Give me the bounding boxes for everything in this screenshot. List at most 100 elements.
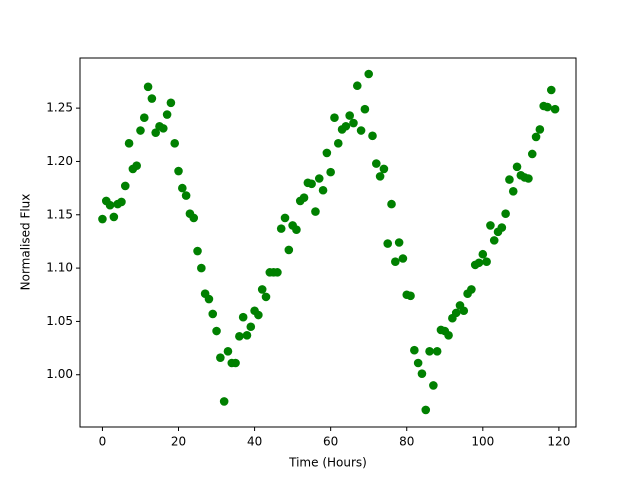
scatter-point [398, 254, 408, 263]
scatter-point [352, 81, 362, 91]
scatter-point [139, 113, 149, 123]
scatter-point [432, 346, 442, 356]
y-tick-label: 1.25 [46, 101, 73, 115]
scatter-point [181, 191, 191, 200]
scatter-point [421, 405, 431, 415]
scatter-point [151, 128, 160, 137]
x-tick-label: 100 [471, 435, 494, 449]
scatter-point [375, 172, 385, 181]
scatter-point [98, 214, 107, 224]
x-axis-label: Time (Hours) [288, 456, 367, 470]
scatter-point [132, 161, 141, 171]
scatter-point [322, 148, 332, 158]
x-tick-label: 60 [323, 435, 338, 449]
scatter-point [372, 159, 381, 168]
scatter-point [238, 312, 248, 322]
scatter-point [162, 110, 172, 119]
scatter-point [257, 285, 267, 294]
scatter-point [330, 113, 339, 123]
x-tick-label: 0 [99, 435, 107, 449]
scatter-point [147, 94, 157, 103]
scatter-point [546, 85, 556, 95]
scatter-point [242, 330, 252, 340]
scatter-point [299, 193, 309, 203]
scatter-point [474, 258, 484, 268]
scatter-point [345, 111, 354, 120]
scatter-point [535, 125, 545, 134]
scatter-point [444, 330, 453, 340]
scatter-point [467, 285, 476, 294]
scatter-point [333, 139, 343, 148]
y-tick-label: 1.15 [46, 207, 73, 221]
scatter-point [410, 345, 419, 355]
y-tick-label: 1.00 [46, 367, 73, 381]
scatter-point [109, 212, 119, 222]
scatter-point [406, 291, 415, 301]
scatter-point [254, 310, 263, 320]
scatter-point [307, 179, 316, 189]
y-axis-label: Normalised Flux [19, 194, 33, 291]
scatter-point [486, 221, 495, 230]
scatter-point [204, 294, 214, 304]
scatter-point [212, 326, 221, 336]
scatter-point [391, 257, 400, 266]
scatter-point [292, 225, 301, 235]
scatter-point [284, 245, 294, 255]
scatter-point [197, 263, 206, 273]
scatter-point [311, 207, 320, 216]
scatter-point [387, 199, 396, 209]
scatter-point [368, 131, 377, 141]
scatter-point [527, 149, 537, 159]
scatter-point [208, 309, 218, 319]
scatter-point [489, 236, 499, 245]
x-tick-label: 20 [171, 435, 186, 449]
scatter-point [219, 397, 229, 406]
x-tick-label: 80 [399, 435, 414, 449]
scatter-point [273, 268, 282, 277]
scatter-point [394, 238, 404, 247]
scatter-point [231, 358, 240, 368]
scatter-point [349, 118, 358, 128]
scatter-point [216, 353, 225, 362]
scatter-point [425, 346, 434, 356]
scatter-point [429, 381, 438, 390]
scatter-point [280, 213, 290, 223]
scatter-point [482, 257, 491, 266]
scatter-point [508, 187, 518, 196]
y-tick-label: 1.20 [46, 154, 73, 168]
scatter-point [276, 224, 286, 233]
scatter-point [246, 322, 256, 332]
scatter-point [143, 82, 153, 92]
scatter-point [326, 167, 335, 177]
scatter-point [120, 181, 130, 191]
scatter-point [178, 183, 187, 193]
scatter-point [543, 102, 552, 112]
scatter-point [105, 200, 115, 210]
scatter-point [166, 98, 176, 108]
scatter-point [356, 126, 366, 135]
scatter-point [364, 69, 373, 79]
scatter-point [505, 175, 514, 184]
y-tick-label: 1.10 [46, 261, 73, 275]
scatter-point [170, 139, 180, 148]
scatter-point [314, 174, 324, 183]
scatter-point [174, 166, 183, 176]
scatter-point [193, 246, 202, 256]
scatter-point [478, 249, 488, 259]
scatter-point [524, 174, 533, 183]
scatter-point [318, 185, 328, 195]
scatter-point [117, 197, 126, 207]
scatter-point [417, 369, 427, 378]
scatter-point [341, 121, 351, 131]
scatter-point [189, 213, 199, 223]
scatter-point [459, 306, 469, 316]
scatter-point [159, 124, 168, 133]
plot-frame [79, 57, 577, 428]
scatter-point [413, 358, 423, 368]
x-tick-label: 40 [247, 435, 262, 449]
scatter-point [512, 162, 522, 172]
scatter-point [497, 223, 507, 232]
y-tick-label: 1.05 [46, 314, 73, 328]
x-tick-label: 120 [547, 435, 570, 449]
